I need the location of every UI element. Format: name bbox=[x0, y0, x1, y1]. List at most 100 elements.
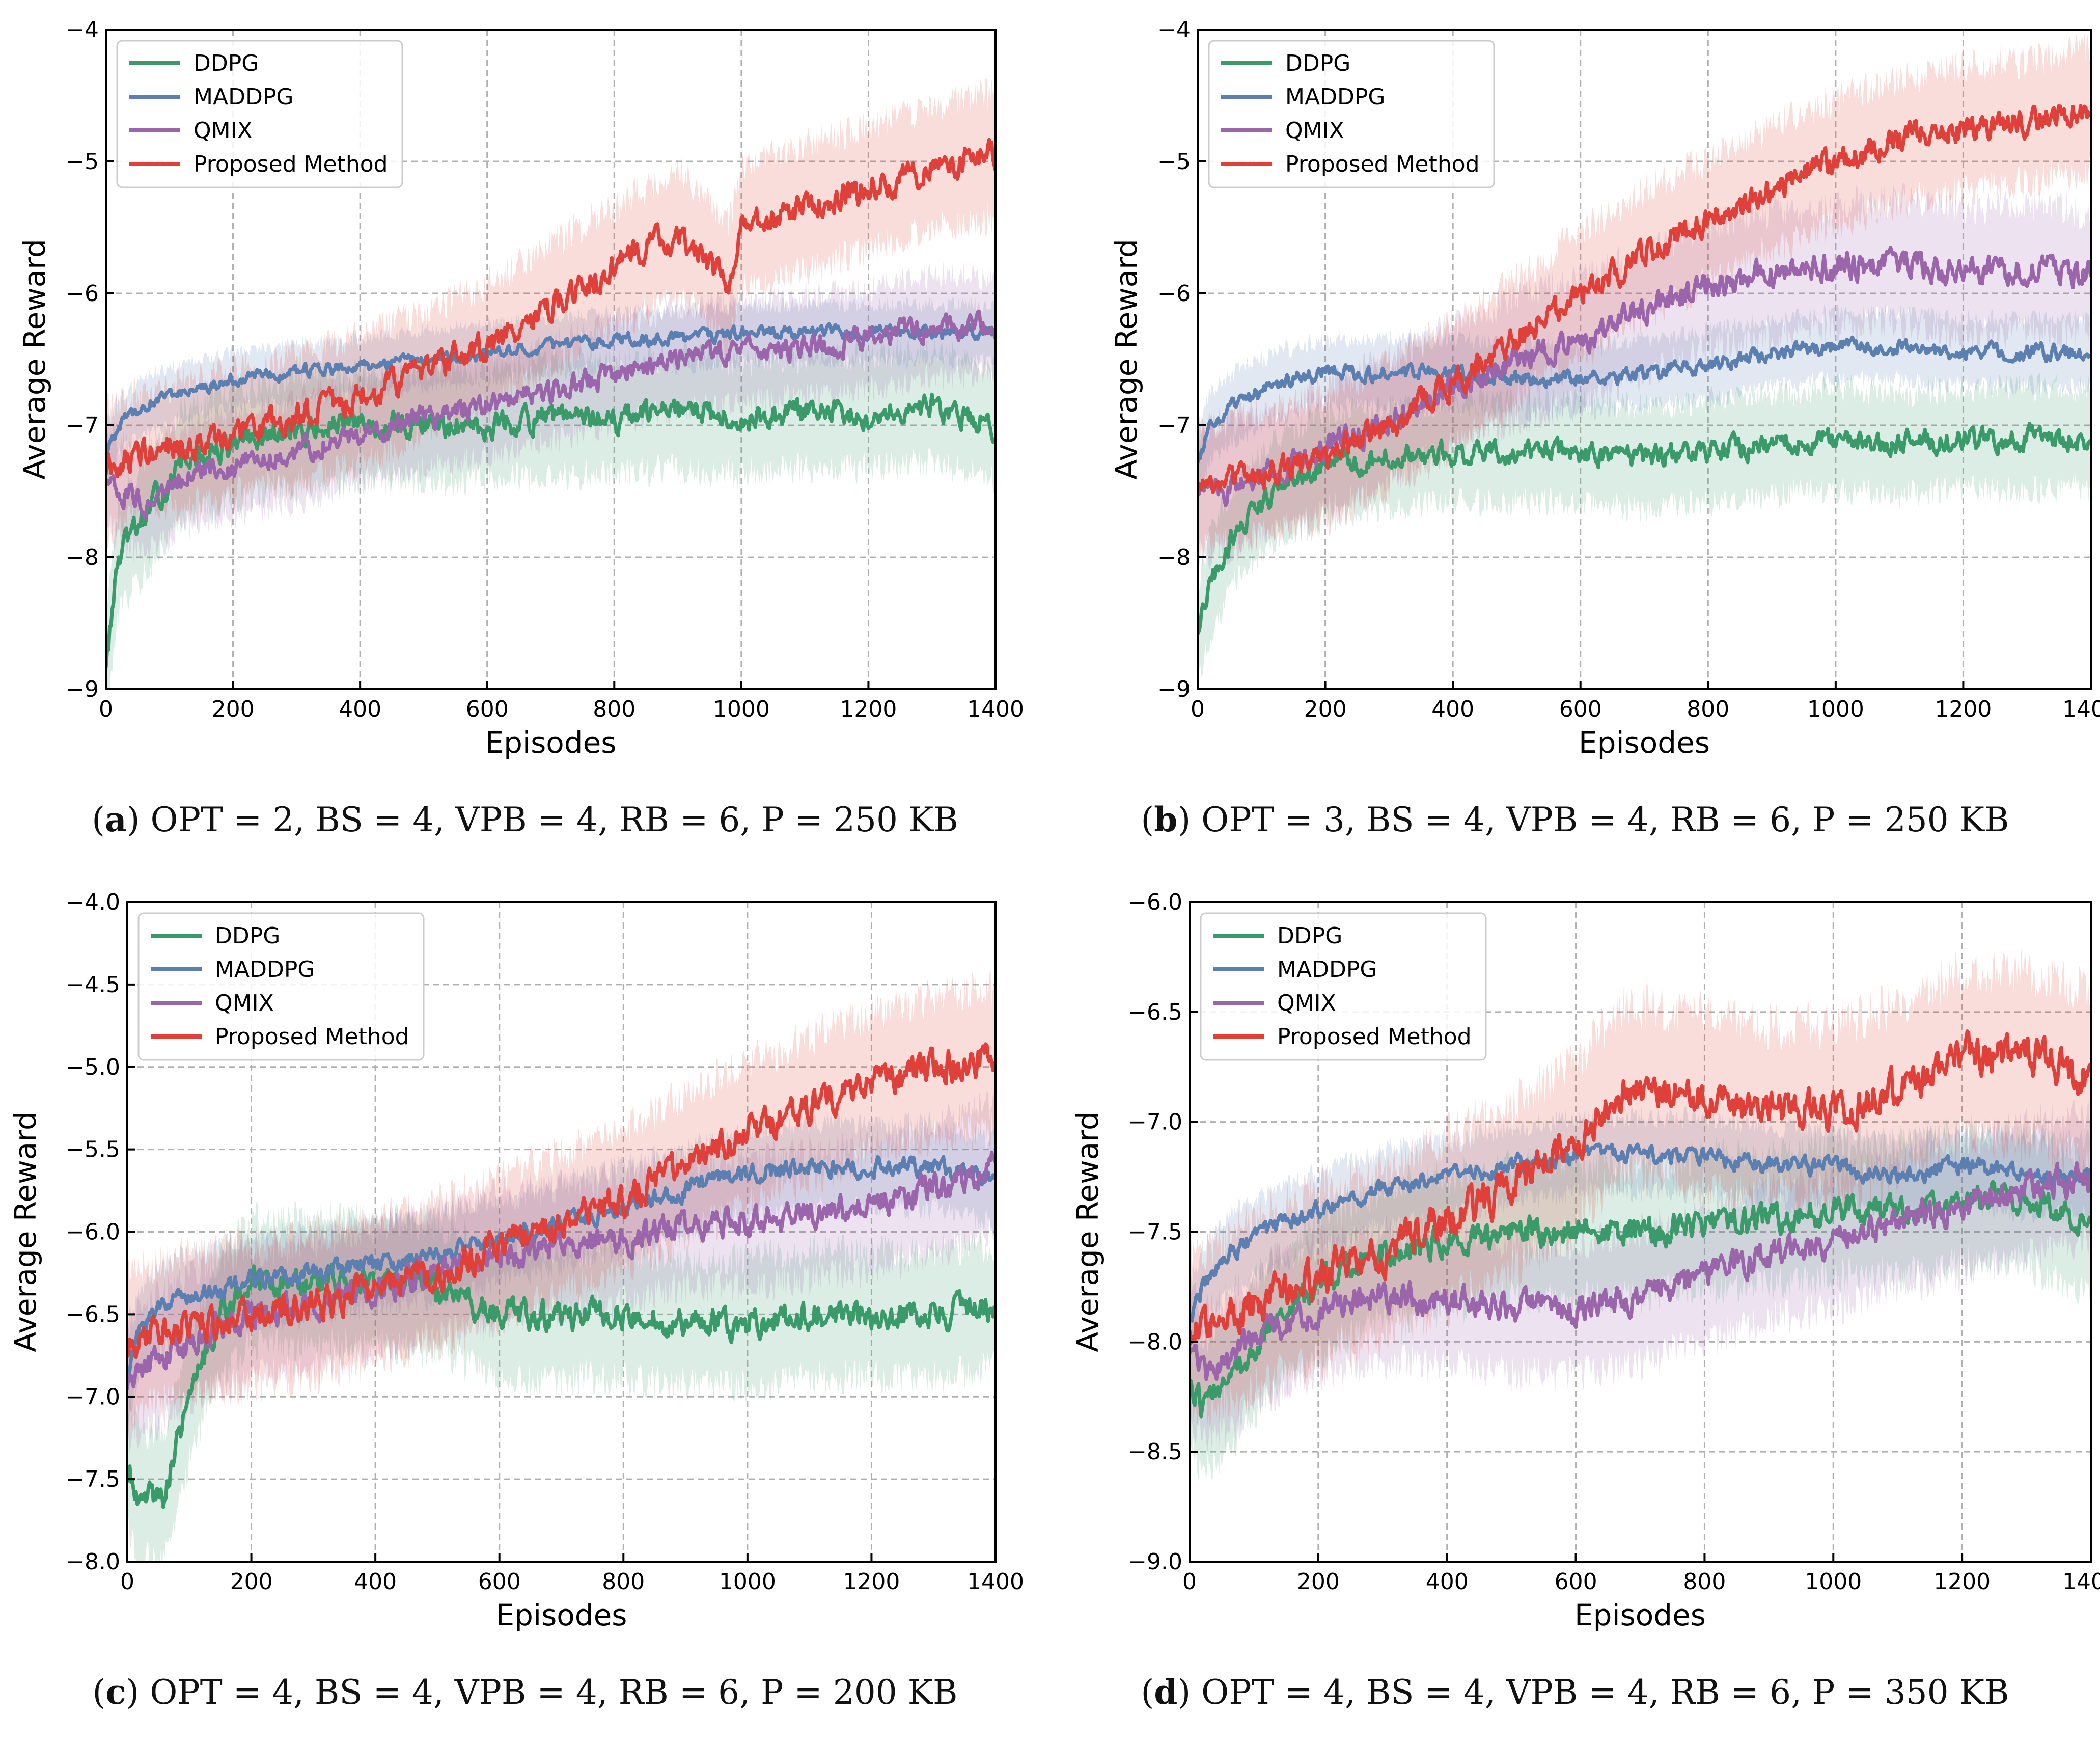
legend-box bbox=[137, 912, 425, 1061]
x-tick-label: 0 bbox=[99, 696, 113, 722]
caption-text: OPT = 4, BS = 4, VPB = 4, RB = 6, P = 35… bbox=[1201, 1673, 2009, 1712]
y-axis-label: Average Reward bbox=[17, 239, 52, 480]
series-band-maddpg bbox=[1198, 304, 2091, 508]
series-line-proposed-method bbox=[106, 138, 996, 478]
x-tick-label: 600 bbox=[1559, 696, 1602, 722]
x-tick-label: 1200 bbox=[1933, 1569, 1991, 1595]
caption-label: b bbox=[1154, 800, 1178, 839]
legend-box bbox=[116, 40, 403, 188]
series-line-ddpg bbox=[106, 392, 996, 669]
y-axis-label: Average Reward bbox=[1109, 239, 1144, 480]
y-ticks: −9 −8 −7 −6 −5 −4 bbox=[1157, 17, 1206, 702]
x-tick-label: 1000 bbox=[1807, 696, 1864, 722]
x-axis-label: Episodes bbox=[1579, 725, 1710, 760]
caption-text: OPT = 4, BS = 4, VPB = 4, RB = 6, P = 20… bbox=[150, 1673, 958, 1712]
x-tick-label: 1200 bbox=[843, 1569, 900, 1595]
y-tick-label: −6.5 bbox=[66, 1301, 120, 1327]
series-line-qmix bbox=[1190, 1161, 2091, 1381]
y-tick-label: −4.0 bbox=[66, 889, 120, 915]
y-tick-label: −8.0 bbox=[1128, 1329, 1182, 1355]
y-ticks: −9.0 −8.5 −8.0 −7.5 −7.0 −6.5 −6.0 bbox=[1128, 889, 1198, 1575]
y-tick-label: −8.5 bbox=[1128, 1439, 1182, 1465]
x-tick-label: 400 bbox=[339, 696, 381, 722]
legend-box bbox=[1200, 912, 1487, 1061]
y-tick-label: −6.0 bbox=[66, 1219, 120, 1245]
y-axis-label: Average Reward bbox=[1070, 1111, 1105, 1352]
y-tick-label: −4.5 bbox=[66, 972, 120, 998]
y-tick-label: −5 bbox=[66, 149, 99, 175]
caption-d: (d) OPT = 4, BS = 4, VPB = 4, RB = 6, P … bbox=[1141, 1672, 2009, 1712]
x-tick-label: 200 bbox=[1297, 1569, 1340, 1595]
series-band-maddpg bbox=[1190, 1106, 2091, 1360]
x-axis-label: Episodes bbox=[1574, 1598, 1706, 1632]
y-tick-label: −4 bbox=[66, 17, 99, 43]
caption-text: OPT = 3, BS = 4, VPB = 4, RB = 6, P = 25… bbox=[1201, 800, 2009, 839]
x-tick-label: 0 bbox=[120, 1569, 134, 1595]
legend-label: DDPG bbox=[194, 50, 259, 76]
y-axis-label: Average Reward bbox=[8, 1111, 43, 1352]
legend-label: QMIX bbox=[1285, 118, 1344, 144]
series-band-maddpg bbox=[127, 1111, 996, 1427]
legend-label: Proposed Method bbox=[1277, 1024, 1472, 1050]
y-tick-label: −6.0 bbox=[1128, 889, 1182, 915]
chart-panel-d: 0 200 400 600 800 1000 1200 1400 −9.0 −8.5 −8.0 −7.… bbox=[1050, 872, 2100, 1745]
legend: DDPG MADDPG QMIX Proposed Method bbox=[116, 40, 403, 188]
y-ticks: −8.0 −7.5 −7.0 −6.5 −6.0 −5.5 −5.0 −4.5 −4.0 bbox=[66, 889, 135, 1575]
x-tick-label: 1200 bbox=[840, 696, 897, 722]
series-line-proposed-method bbox=[1190, 1029, 2091, 1345]
legend-label: DDPG bbox=[1277, 923, 1342, 949]
plot-area bbox=[106, 77, 996, 689]
chart-panel-b: 0 200 400 600 800 1000 1200 1400 −9 −8 −7 −6 −5 −4 Epi… bbox=[1050, 0, 2100, 872]
x-tick-label: 1400 bbox=[2062, 1569, 2100, 1595]
y-tick-label: −9.0 bbox=[1128, 1549, 1182, 1575]
x-ticks: 0 200 400 600 800 1000 1200 1400 bbox=[1191, 681, 2100, 722]
axes-frame bbox=[1197, 29, 2092, 690]
series-band-ddpg bbox=[1190, 1115, 2091, 1482]
x-tick-label: 800 bbox=[602, 1569, 645, 1595]
x-tick-label: 1400 bbox=[967, 696, 1024, 722]
legend-label: MADDPG bbox=[194, 84, 293, 110]
legend-box bbox=[1208, 40, 1495, 188]
legend: DDPG MADDPG QMIX Proposed Method bbox=[1200, 912, 1487, 1061]
grid bbox=[1198, 30, 2091, 689]
x-tick-label: 1200 bbox=[1935, 696, 1992, 722]
legend-label: MADDPG bbox=[1277, 957, 1377, 983]
x-tick-label: 0 bbox=[1191, 696, 1205, 722]
legend: DDPG MADDPG QMIX Proposed Method bbox=[1208, 40, 1495, 188]
legend-label: Proposed Method bbox=[1285, 151, 1480, 177]
legend-label: QMIX bbox=[1277, 990, 1336, 1016]
caption-text: OPT = 2, BS = 4, VPB = 4, RB = 6, P = 25… bbox=[150, 800, 958, 839]
x-tick-label: 1400 bbox=[2062, 696, 2100, 722]
x-tick-label: 200 bbox=[1304, 696, 1347, 722]
y-tick-label: −6 bbox=[1157, 281, 1191, 307]
y-tick-label: −6 bbox=[66, 281, 99, 307]
y-tick-label: −7.5 bbox=[1128, 1219, 1182, 1245]
caption-label: d bbox=[1154, 1672, 1178, 1712]
y-tick-label: −5.5 bbox=[66, 1137, 120, 1163]
y-tick-label: −9 bbox=[66, 676, 99, 702]
x-tick-label: 600 bbox=[466, 696, 509, 722]
series-line-qmix bbox=[106, 309, 996, 521]
x-axis-label: Episodes bbox=[496, 1598, 627, 1632]
plot-area bbox=[1190, 947, 2091, 1482]
legend-label: DDPG bbox=[215, 923, 280, 949]
chart-panel-c: 0 200 400 600 800 1000 1200 1400 −8.0 −7.5 −7.0 −6.… bbox=[0, 872, 1050, 1745]
legend-label: Proposed Method bbox=[215, 1024, 409, 1050]
x-tick-label: 800 bbox=[593, 696, 635, 722]
x-ticks: 0 200 400 600 800 1000 1200 1400 bbox=[120, 1553, 1024, 1595]
y-tick-label: −8 bbox=[1157, 544, 1191, 570]
y-tick-label: −7 bbox=[1157, 413, 1191, 439]
y-tick-label: −9 bbox=[1157, 676, 1191, 702]
x-tick-label: 400 bbox=[354, 1569, 397, 1595]
plot-area bbox=[127, 969, 996, 1562]
y-ticks: −9 −8 −7 −6 −5 −4 bbox=[66, 17, 114, 702]
series-band-proposed-method bbox=[127, 969, 996, 1435]
caption-c: (c) OPT = 4, BS = 4, VPB = 4, RB = 6, P … bbox=[92, 1672, 958, 1712]
x-tick-label: 600 bbox=[1555, 1569, 1597, 1595]
series-band-proposed-method bbox=[1198, 30, 2091, 568]
chart-svg-c: 0 200 400 600 800 1000 1200 1400 −8.0 −7.5 −7.0 −6.… bbox=[8, 889, 1024, 1632]
legend-label: QMIX bbox=[215, 990, 274, 1016]
y-tick-label: −8.0 bbox=[66, 1549, 120, 1575]
x-tick-label: 400 bbox=[1426, 1569, 1469, 1595]
x-tick-label: 1000 bbox=[1805, 1569, 1862, 1595]
